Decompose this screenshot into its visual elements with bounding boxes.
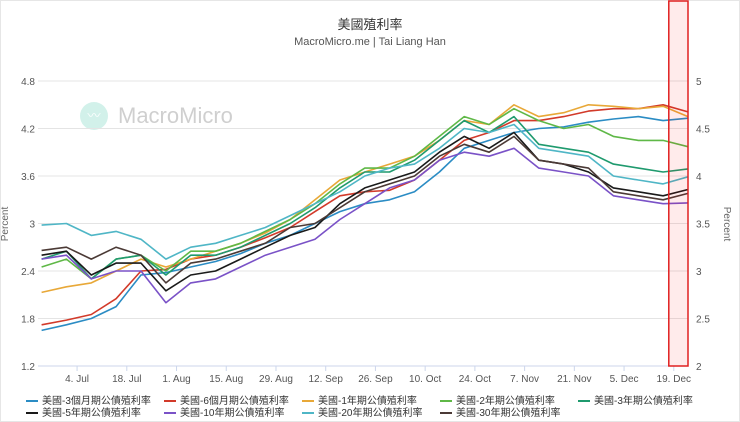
series-line-3 <box>41 107 689 280</box>
watermark: 〰 MacroMicro <box>80 102 233 130</box>
x-tick-label: 18. Jul <box>112 374 141 385</box>
x-tick-label: 7. Nov <box>510 374 539 385</box>
legend-swatch-icon <box>26 400 38 403</box>
y-axis-title-right: Percent <box>721 207 732 242</box>
legend-swatch-icon <box>440 412 452 415</box>
y-tick-label-left: 3.6 <box>21 172 35 183</box>
legend-label: 美國-1年期公債殖利率 <box>318 396 417 407</box>
legend-item[interactable]: 美國-3年期公債殖利率 <box>578 396 716 408</box>
y-axis-title-left: Percent <box>0 207 11 242</box>
legend-swatch-icon <box>302 400 314 403</box>
y-tick-label-left: 1.8 <box>21 315 35 326</box>
legend-swatch-icon <box>164 412 176 415</box>
watermark-text: MacroMicro <box>118 103 233 128</box>
legend-swatch-icon <box>164 400 176 403</box>
series-line-7 <box>41 123 689 260</box>
x-tick-label: 1. Aug <box>162 374 190 385</box>
legend-item[interactable]: 美國-20年期公債殖利率 <box>302 408 440 420</box>
legend-label: 美國-2年期公債殖利率 <box>456 396 555 407</box>
y-tick-label-right: 4 <box>696 172 702 183</box>
legend-item[interactable]: 美國-2年期公債殖利率 <box>440 396 578 408</box>
y-tick-label-right: 2 <box>696 362 702 373</box>
legend-item[interactable]: 美國-6個月期公債殖利率 <box>164 396 302 408</box>
series-line-6 <box>41 147 689 304</box>
x-tick-label: 29. Aug <box>259 374 293 385</box>
y-tick-label-left: 1.2 <box>21 362 35 373</box>
legend-item[interactable]: 美國-5年期公債殖利率 <box>26 408 164 420</box>
series-line-4 <box>41 115 689 280</box>
legend-item[interactable]: 美國-10年期公債殖利率 <box>164 408 302 420</box>
y-tick-label-right: 5 <box>696 77 702 88</box>
x-tick-label: 19. Dec <box>657 374 691 385</box>
series-line-1 <box>41 104 689 326</box>
chart-subtitle: MacroMicro.me | Tai Liang Han <box>294 36 446 48</box>
x-tick-label: 4. Jul <box>65 374 89 385</box>
legend-item[interactable]: 美國-30年期公債殖利率 <box>440 408 578 420</box>
y-tick-label-left: 4.2 <box>21 125 35 136</box>
legend-label: 美國-5年期公債殖利率 <box>42 408 141 419</box>
y-tick-label-right: 4.5 <box>696 125 710 136</box>
x-tick-label: 10. Oct <box>409 374 441 385</box>
series-line-8 <box>41 135 689 284</box>
legend-label: 美國-3個月期公債殖利率 <box>42 396 151 407</box>
x-tick-label: 21. Nov <box>557 374 591 385</box>
legend-swatch-icon <box>302 412 314 415</box>
legend: 美國-3個月期公債殖利率 美國-6個月期公債殖利率 美國-1年期公債殖利率 美國-2年… <box>26 396 726 420</box>
legend-label: 美國-20年期公債殖利率 <box>318 408 423 419</box>
x-tick-label: 5. Dec <box>610 374 639 385</box>
x-tick-label: 15. Aug <box>209 374 243 385</box>
macromicro-logo-icon: 〰 <box>80 102 108 130</box>
legend-label: 美國-10年期公債殖利率 <box>180 408 285 419</box>
chart-title: 美國殖利率 <box>337 17 403 32</box>
y-tick-label-right: 2.5 <box>696 315 710 326</box>
legend-swatch-icon <box>26 412 38 415</box>
y-tick-label-left: 4.8 <box>21 77 35 88</box>
x-tick-label: 12. Sep <box>308 374 343 385</box>
legend-item[interactable]: 美國-1年期公債殖利率 <box>302 396 440 408</box>
legend-label: 美國-6個月期公債殖利率 <box>180 396 289 407</box>
legend-swatch-icon <box>578 400 590 403</box>
legend-label: 美國-30年期公債殖利率 <box>456 408 561 419</box>
series-line-2 <box>41 104 689 294</box>
y-tick-label-left: 3 <box>29 220 35 231</box>
legend-label: 美國-3年期公債殖利率 <box>594 396 693 407</box>
x-tick-label: 24. Oct <box>459 374 491 385</box>
highlight-band <box>668 0 689 367</box>
series-line-5 <box>41 131 689 292</box>
x-tick-label: 26. Sep <box>358 374 393 385</box>
legend-item[interactable]: 美國-3個月期公債殖利率 <box>26 396 164 408</box>
legend-swatch-icon <box>440 400 452 403</box>
y-tick-label-right: 3.5 <box>696 220 710 231</box>
y-tick-label-right: 3 <box>696 267 702 278</box>
y-tick-label-left: 2.4 <box>21 267 35 278</box>
